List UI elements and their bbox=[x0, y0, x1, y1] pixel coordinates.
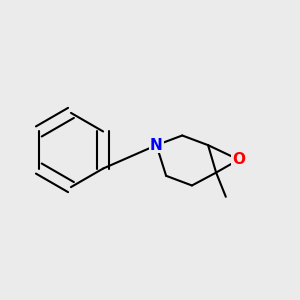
Text: N: N bbox=[150, 138, 163, 153]
Text: O: O bbox=[232, 152, 245, 167]
